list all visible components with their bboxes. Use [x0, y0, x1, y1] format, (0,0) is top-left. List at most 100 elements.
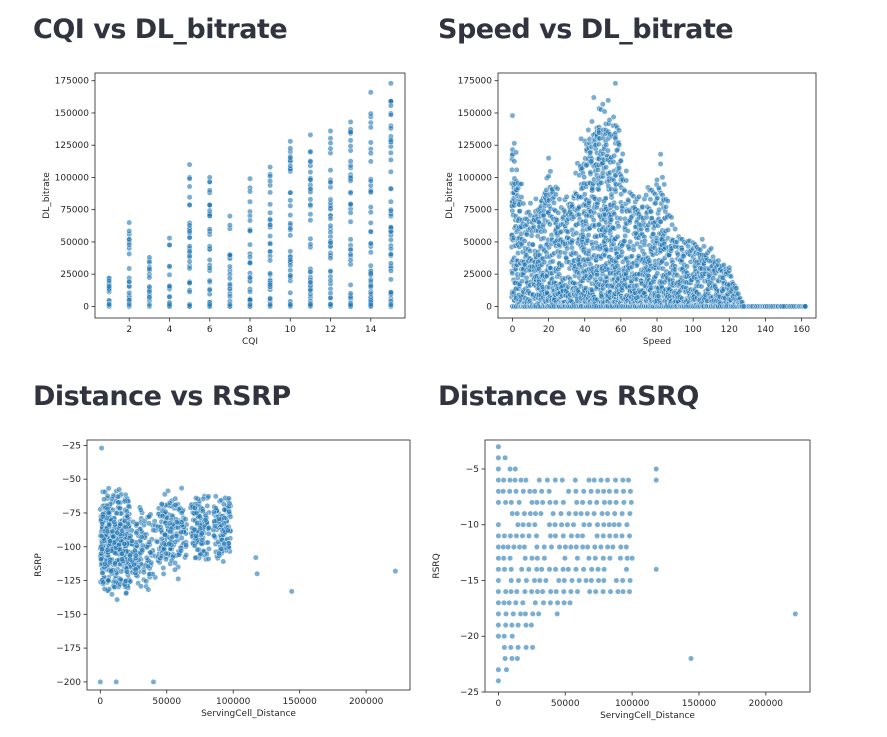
- scatter-point: [523, 622, 529, 628]
- scatter-point: [534, 544, 540, 550]
- scatter-point: [553, 588, 560, 595]
- scatter-point: [347, 201, 354, 207]
- scatter-point: [588, 488, 594, 495]
- scatter-point: [541, 544, 548, 550]
- scatter-point: [607, 499, 613, 506]
- scatter-point: [495, 577, 502, 584]
- scatter-point: [624, 555, 631, 562]
- scatter-point: [552, 533, 559, 539]
- scatter-point: [166, 241, 173, 248]
- scatter-point: [206, 287, 213, 293]
- x-tick-label: 200000: [749, 699, 784, 709]
- scatter-point: [565, 566, 572, 573]
- scatter-point: [146, 274, 153, 281]
- scatter-point: [604, 510, 611, 517]
- scatter-point: [146, 301, 153, 308]
- scatter-point: [552, 521, 558, 528]
- scatter-point: [518, 194, 525, 201]
- scatter-point: [621, 499, 627, 506]
- scatter-point: [511, 544, 517, 550]
- scatter-point: [247, 188, 253, 195]
- scatter-point: [533, 533, 540, 539]
- scatter-point: [347, 137, 354, 144]
- scatter-point: [527, 510, 534, 517]
- scatter-point: [507, 466, 513, 472]
- scatter-point: [387, 198, 394, 205]
- scatter-point: [501, 599, 507, 606]
- chart-title-speed-dl-bitrate: Speed vs DL_bitrate: [438, 14, 734, 45]
- scatter-point: [610, 544, 616, 550]
- scatter-point: [226, 281, 233, 287]
- scatter-point: [516, 544, 523, 550]
- scatter-point: [502, 499, 509, 506]
- scatter-point: [267, 240, 273, 247]
- scatter-point: [591, 510, 597, 517]
- scatter-point: [548, 544, 555, 550]
- scatter-point: [507, 555, 513, 562]
- scatter-point: [515, 577, 522, 584]
- scatter-point: [531, 488, 538, 495]
- scatter-point: [600, 588, 606, 595]
- scatter-point: [540, 599, 547, 606]
- scatter-point: [533, 195, 539, 202]
- scatter-point: [627, 488, 634, 495]
- scatter-point: [569, 577, 575, 584]
- scatter-point: [586, 588, 593, 595]
- scatter-point: [572, 477, 579, 483]
- scatter-point: [526, 533, 532, 539]
- scatter-point: [267, 201, 273, 208]
- scatter-point: [206, 212, 213, 219]
- scatter-point: [604, 477, 611, 483]
- y-tick-label: 50000: [60, 238, 89, 248]
- scatter-point: [387, 245, 394, 252]
- scatter-point: [186, 288, 193, 295]
- scatter-point: [367, 124, 374, 131]
- scatter-point: [509, 633, 516, 640]
- scatter-point: [594, 488, 601, 495]
- scatter-point: [547, 499, 553, 506]
- scatter-point: [126, 219, 133, 226]
- scatter-point: [543, 577, 549, 584]
- scatter-point: [307, 149, 314, 155]
- scatter-point: [347, 251, 354, 258]
- scatter-point: [507, 477, 513, 483]
- y-tick-label: 0: [83, 302, 89, 312]
- scatter-point: [619, 510, 625, 517]
- scatter-point: [531, 577, 538, 584]
- scatter-point: [367, 188, 374, 195]
- scatter-point: [546, 566, 553, 573]
- scatter-point: [495, 677, 502, 684]
- scatter-point: [565, 488, 572, 495]
- scatter-point: [628, 499, 635, 506]
- y-tick-label: 125000: [55, 141, 90, 151]
- scatter-point: [186, 301, 193, 308]
- scatter-point: [586, 521, 593, 528]
- scatter-point: [555, 577, 562, 584]
- scatter-point: [506, 599, 512, 606]
- scatter-point: [247, 198, 253, 205]
- scatter-point: [387, 102, 394, 109]
- scatter-point: [512, 466, 519, 472]
- scatter-point: [562, 544, 569, 550]
- scatter-point: [514, 655, 521, 662]
- scatter-point: [367, 110, 374, 117]
- y-tick-label: −15: [460, 576, 479, 586]
- scatter-point: [525, 521, 532, 528]
- scatter-point: [529, 241, 536, 248]
- scatter-point: [593, 499, 600, 506]
- scatter-point: [613, 488, 620, 495]
- scatter-point: [598, 544, 604, 550]
- scatter-point: [495, 566, 502, 573]
- scatter-point: [625, 477, 632, 483]
- scatter-point: [508, 566, 515, 573]
- scatter-point: [287, 272, 294, 279]
- scatter-point: [206, 277, 213, 284]
- scatter-point: [367, 270, 374, 277]
- scatter-point: [500, 555, 507, 562]
- scatter-point: [247, 288, 253, 295]
- scatter-point: [501, 644, 508, 651]
- scatter-point: [591, 544, 598, 550]
- scatter-point: [522, 611, 529, 617]
- scatter-point: [587, 499, 593, 506]
